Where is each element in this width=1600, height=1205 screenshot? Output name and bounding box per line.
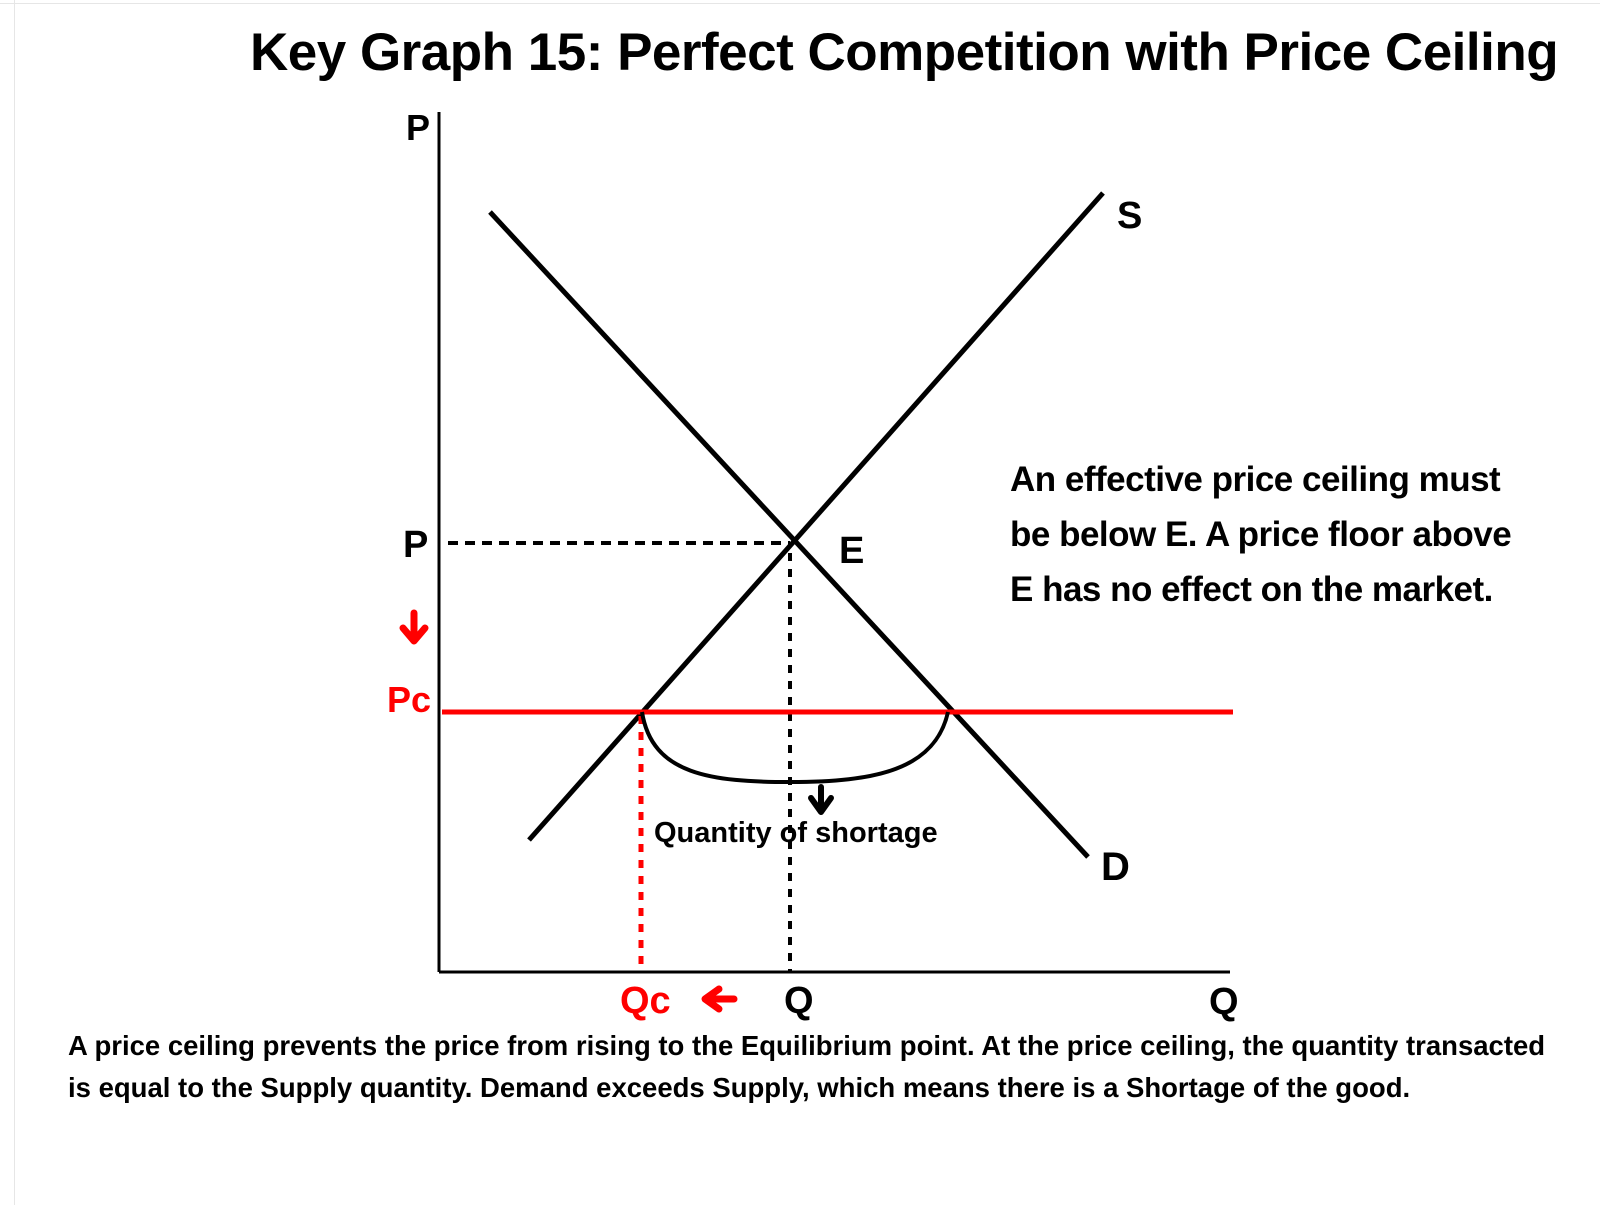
equilibrium-price-label: P [403, 524, 428, 566]
shortage-arrow-icon [808, 784, 834, 815]
frame-left-border [14, 0, 15, 1205]
diagram-caption: A price ceiling prevents the price from … [68, 1030, 1546, 1103]
equilibrium-point-label: E [839, 530, 864, 572]
quantity-left-arrow-icon [701, 985, 738, 1013]
shortage-label: Quantity of shortage [654, 817, 938, 849]
shortage-bracket [640, 711, 950, 785]
ceiling-price-label: Pc [387, 679, 431, 720]
supply-curve [527, 191, 1105, 842]
price-down-arrow-icon [399, 609, 429, 645]
ceiling-note: An effective price ceiling must be below… [1010, 460, 1512, 609]
demand-label: D [1101, 845, 1130, 889]
y-axis-label: P [406, 107, 430, 148]
diagram-title: Key Graph 15: Perfect Competition with P… [250, 23, 1559, 82]
frame-top-border [0, 3, 1600, 4]
equilibrium-quantity-label: Q [784, 980, 814, 1022]
ceiling-quantity-label: Qc [620, 980, 671, 1022]
x-axis-label: Q [1209, 981, 1239, 1023]
supply-label: S [1117, 195, 1142, 237]
demand-curve [488, 210, 1090, 859]
